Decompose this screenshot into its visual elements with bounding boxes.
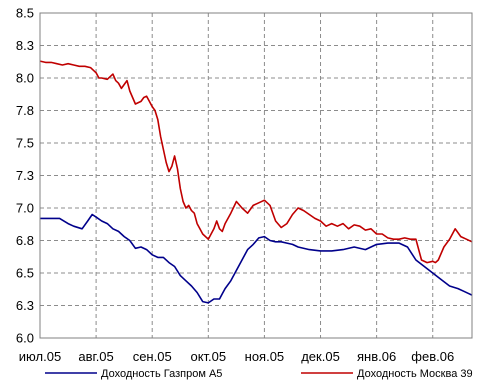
legend-label: Доходность Газпром А5 xyxy=(101,368,222,380)
y-tick-label: 8.3 xyxy=(16,38,34,53)
x-tick-label: дек.05 xyxy=(301,349,340,364)
y-tick-label: 7.0 xyxy=(16,201,34,216)
y-axis-ticks: 6.0 6.3 6.5 6.8 7.0 7.3 7.5 7.8 8.0 8.3 8.5 xyxy=(16,6,34,346)
legend: Доходность Газпром А5 Доходность Москва 3… xyxy=(45,368,473,380)
series-line-0 xyxy=(40,213,473,304)
x-tick-label: сен.05 xyxy=(133,349,172,364)
y-tick-label: 6.8 xyxy=(16,233,34,248)
y-tick-label: 6.3 xyxy=(16,298,34,313)
x-tick-label: авг.05 xyxy=(78,349,113,364)
x-tick-label: фев.06 xyxy=(411,349,454,364)
y-tick-label: 7.5 xyxy=(16,136,34,151)
y-tick-label: 8.0 xyxy=(16,71,34,86)
series-layer xyxy=(39,60,473,304)
y-tick-label: 8.5 xyxy=(16,6,34,21)
x-axis-ticks: июл.05 авг.05 сен.05 окт.05 ноя.05 дек.05 янв.… xyxy=(19,349,454,364)
x-tick-label: ноя.05 xyxy=(245,349,285,364)
legend-label: Доходность Москва 39 xyxy=(357,368,473,380)
y-tick-label: 7.8 xyxy=(16,103,34,118)
y-tick-label: 7.3 xyxy=(16,168,34,183)
y-tick-label: 6.5 xyxy=(16,266,34,281)
x-tick-label: окт.05 xyxy=(190,349,226,364)
gridlines xyxy=(40,13,472,338)
x-tick-label: июл.05 xyxy=(19,349,61,364)
y-tick-label: 6.0 xyxy=(16,331,34,346)
plot-area-frame xyxy=(39,12,473,339)
x-tick-label: янв.06 xyxy=(357,349,396,364)
series-line-1 xyxy=(39,60,473,264)
